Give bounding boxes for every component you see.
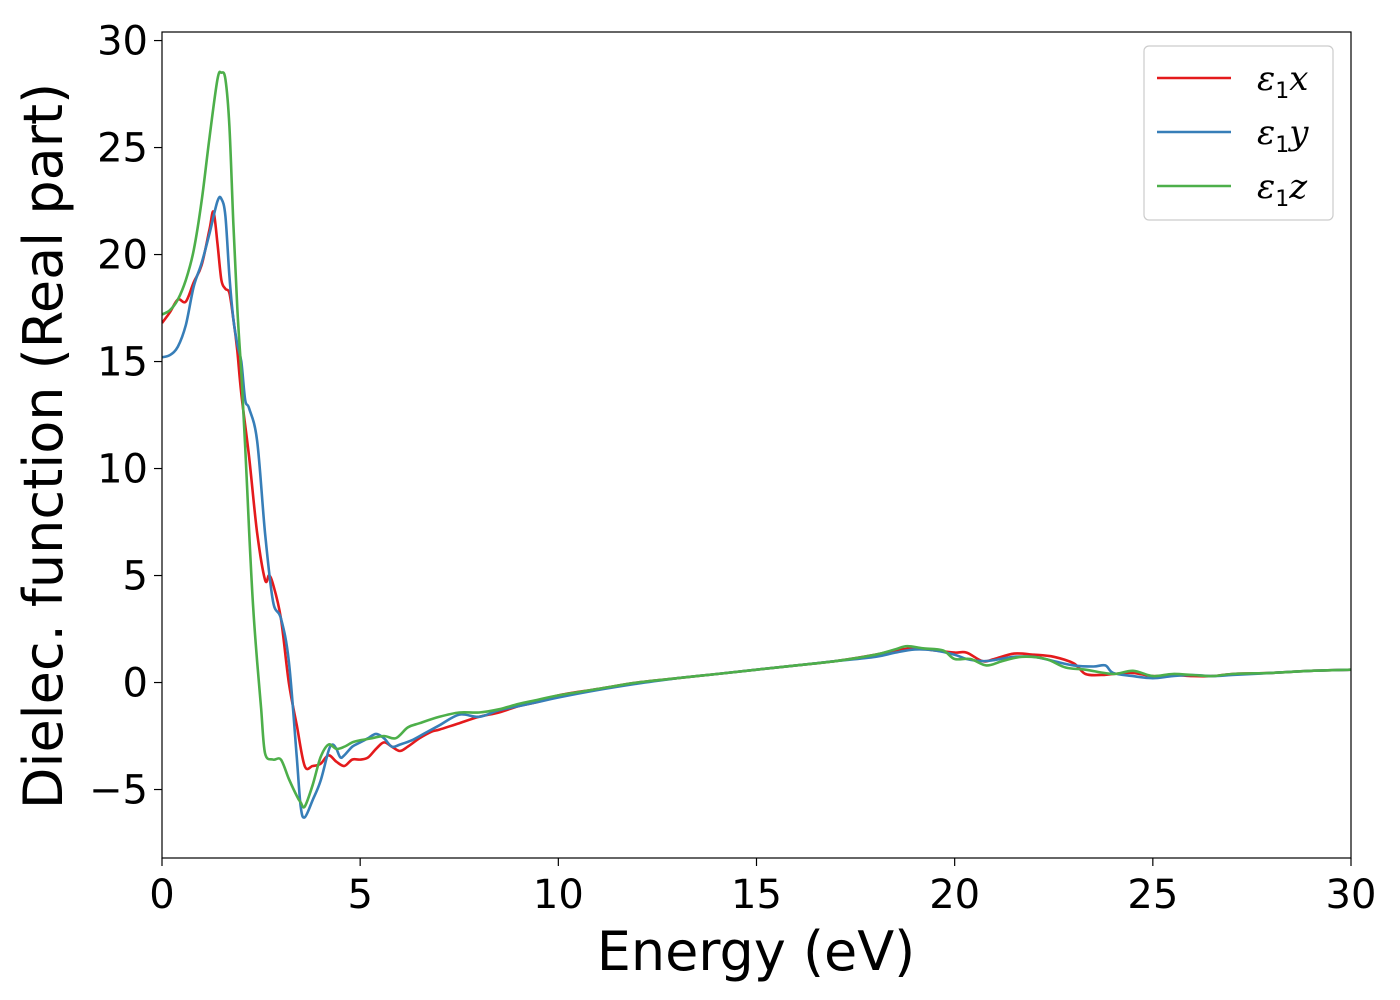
legend-frame [1143, 45, 1334, 221]
y-tick-label: 25 [97, 126, 148, 172]
legend-label-eps1y: ε1y [1257, 113, 1309, 158]
y-tick-label: 0 [123, 661, 148, 707]
y-axis: −5 0 5 10 15 20 25 30 [89, 19, 162, 814]
x-axis: 0 5 10 15 20 25 30 [149, 858, 1376, 918]
x-tick-label: 10 [533, 872, 584, 918]
y-tick-label: 10 [97, 447, 148, 493]
y-tick-label: 30 [97, 19, 148, 65]
x-tick-label: 30 [1326, 872, 1377, 918]
x-axis-title: Energy (eV) [597, 920, 916, 983]
legend-label-eps1z: ε1z [1257, 167, 1308, 212]
x-tick-label: 15 [731, 872, 782, 918]
y-tick-label: −5 [89, 768, 148, 814]
legend-label-eps1x: ε1x [1257, 59, 1308, 104]
y-tick-label: 5 [123, 554, 148, 600]
x-tick-label: 25 [1127, 872, 1178, 918]
legend: ε1x ε1y ε1z [1143, 45, 1334, 221]
y-tick-label: 15 [97, 340, 148, 386]
x-tick-label: 0 [149, 872, 174, 918]
x-tick-label: 5 [347, 872, 372, 918]
series-line-eps1z [162, 70, 1351, 809]
y-tick-label: 20 [97, 233, 148, 279]
x-tick-label: 20 [929, 872, 980, 918]
y-axis-title: Dielec. function (Real part) [12, 83, 75, 809]
series-layer [162, 70, 1351, 819]
